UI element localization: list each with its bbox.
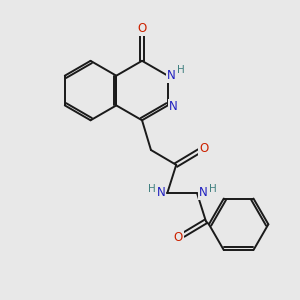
Text: O: O: [199, 142, 208, 155]
Text: O: O: [137, 22, 147, 35]
Text: H: H: [148, 184, 156, 194]
Text: N: N: [169, 100, 178, 113]
Text: O: O: [174, 231, 183, 244]
Text: H: H: [208, 184, 216, 194]
Text: N: N: [167, 69, 176, 82]
Text: N: N: [199, 186, 208, 199]
Text: N: N: [156, 186, 165, 199]
Text: H: H: [177, 65, 185, 75]
